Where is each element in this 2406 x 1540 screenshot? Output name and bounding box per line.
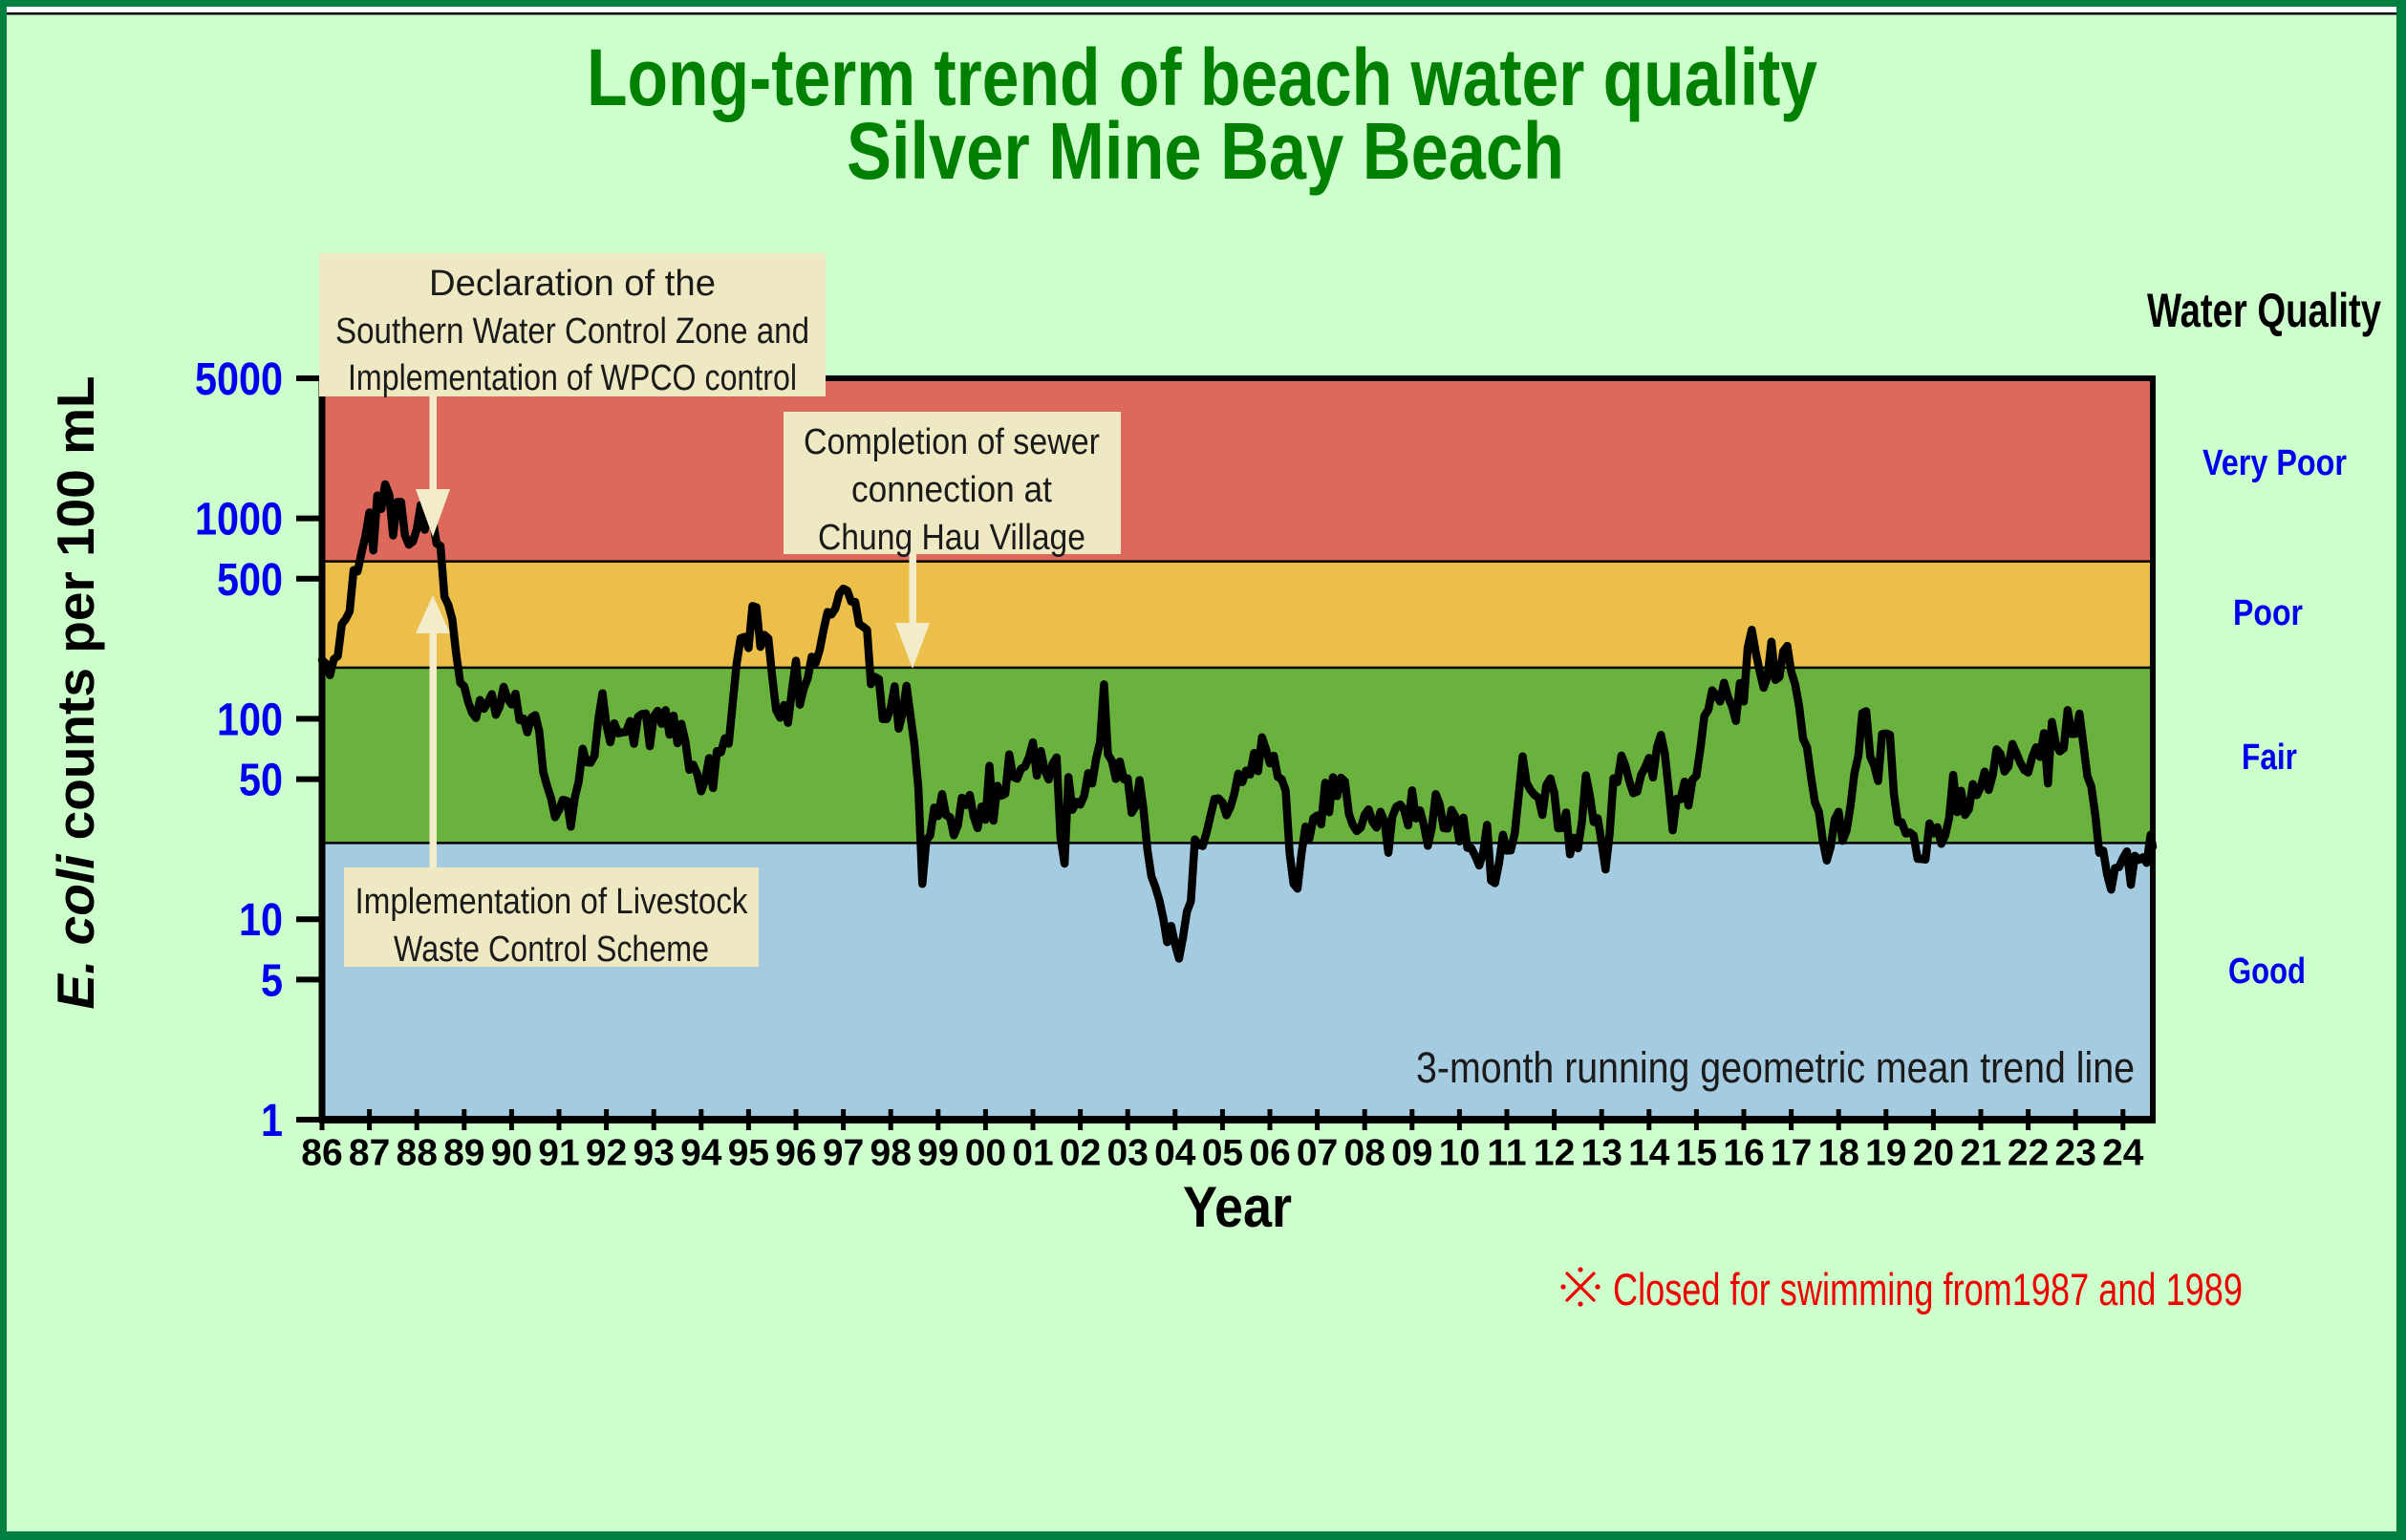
svg-text:09: 09 <box>1391 1133 1432 1174</box>
svg-text:5000: 5000 <box>195 354 283 405</box>
svg-text:3-month running geometric mean: 3-month running geometric mean trend lin… <box>1416 1043 2135 1092</box>
svg-text:11: 11 <box>1487 1133 1526 1174</box>
svg-text:connection at: connection at <box>851 470 1052 510</box>
svg-text:Long-term trend of beach water: Long-term trend of beach water quality <box>587 32 1817 122</box>
svg-text:Fair: Fair <box>2242 738 2297 778</box>
svg-text:95: 95 <box>728 1133 769 1174</box>
svg-text:18: 18 <box>1818 1133 1859 1174</box>
svg-text:98: 98 <box>870 1133 912 1174</box>
svg-text:Silver Mine Bay Beach: Silver Mine Bay Beach <box>847 106 1564 196</box>
svg-text:Completion of sewer: Completion of sewer <box>804 422 1100 462</box>
svg-text:Good: Good <box>2228 952 2306 992</box>
svg-text:Year: Year <box>1183 1175 1292 1239</box>
svg-text:96: 96 <box>775 1133 816 1174</box>
svg-text:Very Poor: Very Poor <box>2202 443 2347 483</box>
svg-text:87: 87 <box>349 1133 390 1174</box>
svg-text:22: 22 <box>2008 1133 2049 1174</box>
svg-text:08: 08 <box>1344 1133 1386 1174</box>
svg-text:89: 89 <box>443 1133 484 1174</box>
svg-text:14: 14 <box>1628 1133 1670 1174</box>
svg-text:Implementation of Livestock: Implementation of Livestock <box>355 882 749 922</box>
svg-text:Implementation of WPCO control: Implementation of WPCO control <box>348 358 797 398</box>
svg-text:Waste Control Scheme: Waste Control Scheme <box>394 930 709 970</box>
svg-text:E. coli counts per 100 mL: E. coli counts per 100 mL <box>46 375 105 1009</box>
svg-text:5: 5 <box>261 955 283 1006</box>
svg-text:90: 90 <box>491 1133 532 1174</box>
svg-text:16: 16 <box>1723 1133 1764 1174</box>
svg-text:00: 00 <box>965 1133 1006 1174</box>
svg-text:02: 02 <box>1060 1133 1101 1174</box>
svg-text:13: 13 <box>1581 1133 1622 1174</box>
svg-text:97: 97 <box>823 1133 864 1174</box>
svg-text:99: 99 <box>917 1133 958 1174</box>
svg-text:10: 10 <box>1439 1133 1480 1174</box>
svg-text:100: 100 <box>217 695 283 745</box>
svg-text:15: 15 <box>1676 1133 1717 1174</box>
svg-text:03: 03 <box>1107 1133 1149 1174</box>
svg-text:04: 04 <box>1154 1133 1196 1174</box>
svg-text:Chung Hau Village: Chung Hau Village <box>818 518 1085 558</box>
svg-text:24: 24 <box>2102 1133 2144 1174</box>
svg-text:1: 1 <box>261 1096 283 1146</box>
svg-text:92: 92 <box>586 1133 627 1174</box>
svg-text:50: 50 <box>239 756 283 806</box>
svg-text:01: 01 <box>1012 1133 1053 1174</box>
svg-text:Water Quality: Water Quality <box>2147 284 2381 337</box>
svg-text:12: 12 <box>1534 1133 1575 1174</box>
svg-text:10: 10 <box>239 895 283 946</box>
svg-text:19: 19 <box>1865 1133 1906 1174</box>
svg-text:07: 07 <box>1297 1133 1338 1174</box>
svg-text:Declaration of the: Declaration of the <box>429 264 716 304</box>
svg-text:91: 91 <box>538 1133 579 1174</box>
svg-text:Southern Water Control Zone an: Southern Water Control Zone and <box>335 311 809 352</box>
svg-text:23: 23 <box>2055 1133 2096 1174</box>
svg-text:1000: 1000 <box>195 495 283 545</box>
svg-text:05: 05 <box>1202 1133 1243 1174</box>
svg-text:88: 88 <box>397 1133 438 1174</box>
svg-text:93: 93 <box>634 1133 675 1174</box>
svg-text:500: 500 <box>217 555 283 606</box>
svg-text:21: 21 <box>1960 1133 2001 1174</box>
svg-text:94: 94 <box>680 1133 722 1174</box>
svg-text:Poor: Poor <box>2233 593 2303 633</box>
svg-text:17: 17 <box>1771 1133 1812 1174</box>
svg-text:20: 20 <box>1913 1133 1954 1174</box>
svg-text:Closed for swimming from1987 a: Closed for swimming from1987 and 1989 <box>1613 1264 2243 1315</box>
svg-text:86: 86 <box>301 1133 342 1174</box>
svg-text:06: 06 <box>1249 1133 1290 1174</box>
